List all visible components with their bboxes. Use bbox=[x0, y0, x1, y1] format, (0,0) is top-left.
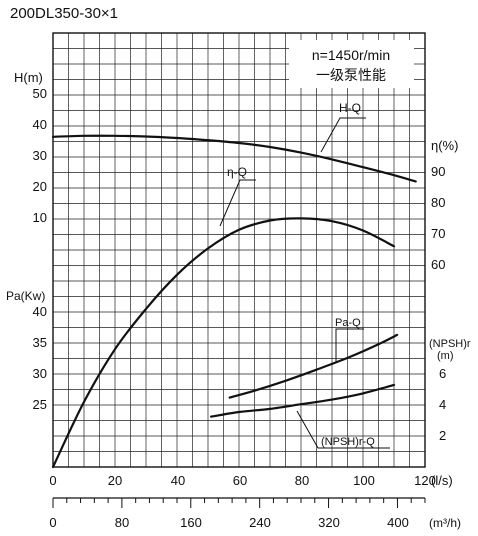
q-m3h-tick-label: 160 bbox=[180, 515, 202, 530]
eta-tick-labels: 90 80 70 60 bbox=[431, 164, 445, 272]
hq-leader bbox=[320, 117, 366, 153]
q-ls-tick-labels: 0 20 40 60 80 100 120 bbox=[49, 473, 435, 488]
q-m3h-axis bbox=[52, 497, 426, 508]
stage-note: 一级泵性能 bbox=[316, 67, 386, 83]
npshq-label: (NPSH)r-Q bbox=[321, 436, 375, 448]
plot-border bbox=[52, 32, 426, 468]
paq-label: Pa-Q bbox=[335, 317, 361, 329]
q-ls-axis-label: (l/s) bbox=[431, 473, 453, 488]
q-m3h-tick-label: 320 bbox=[318, 515, 340, 530]
q-m3h-tick-label: 80 bbox=[115, 515, 129, 530]
q-ls-tick-label: 40 bbox=[171, 473, 185, 488]
etaq-leader bbox=[219, 179, 256, 227]
npsh-tick-label: 2 bbox=[439, 428, 446, 443]
curves bbox=[51, 134, 417, 469]
q-ls-tick-label: 80 bbox=[295, 473, 309, 488]
pa-axis-label: Pa(Kw) bbox=[6, 289, 45, 303]
leader-lines bbox=[219, 117, 390, 449]
curve-h-q bbox=[51, 134, 417, 183]
h-tick-label: 30 bbox=[33, 148, 47, 163]
plot-frame bbox=[52, 32, 426, 468]
q-ls-tick-label: 100 bbox=[353, 473, 375, 488]
q-ls-tick-label: 120 bbox=[414, 473, 436, 488]
q-m3h-tick-label: 240 bbox=[249, 515, 271, 530]
npsh-axis-unit: (m) bbox=[437, 350, 454, 362]
h-tick-label: 20 bbox=[33, 179, 47, 194]
q-ls-tick-label: 60 bbox=[233, 473, 247, 488]
curve-npsh-r-q bbox=[210, 383, 396, 418]
h-tick-label: 50 bbox=[33, 86, 47, 101]
curve-q bbox=[51, 217, 396, 469]
h-tick-label: 10 bbox=[33, 210, 47, 225]
npsh-tick-labels: 6 4 2 bbox=[439, 366, 446, 443]
q-m3h-tick-labels: 0 80 160 240 320 400 bbox=[49, 515, 408, 530]
h-tick-labels: 50 40 30 20 10 bbox=[33, 86, 47, 225]
eta-tick-label: 80 bbox=[431, 195, 445, 210]
info-box bbox=[289, 40, 414, 88]
etaq-label: η-Q bbox=[227, 165, 247, 179]
hq-label: H-Q bbox=[339, 101, 361, 115]
q-m3h-tick-label: 400 bbox=[387, 515, 409, 530]
chart-title: 200DL350-30×1 bbox=[10, 5, 118, 22]
speed-label: n=1450r/min bbox=[312, 47, 390, 63]
pa-tick-label: 40 bbox=[33, 304, 47, 319]
pa-tick-label: 30 bbox=[33, 366, 47, 381]
npsh-tick-label: 6 bbox=[439, 366, 446, 381]
pa-tick-label: 25 bbox=[33, 397, 47, 412]
q-ls-tick-label: 0 bbox=[49, 473, 56, 488]
paq-leader bbox=[335, 328, 364, 362]
q-ls-tick-label: 20 bbox=[108, 473, 122, 488]
q-m3h-tick-label: 0 bbox=[49, 515, 56, 530]
npsh-tick-label: 4 bbox=[439, 397, 446, 412]
h-axis-label: H(m) bbox=[14, 70, 43, 85]
eta-axis-label: η(%) bbox=[431, 138, 458, 153]
npsh-axis-label: (NPSH)r bbox=[429, 338, 471, 350]
pa-tick-labels: 40 35 30 25 bbox=[33, 304, 47, 412]
q-m3h-axis-label: (m³/h) bbox=[429, 516, 461, 530]
eta-tick-label: 70 bbox=[431, 226, 445, 241]
eta-tick-label: 60 bbox=[431, 257, 445, 272]
grid bbox=[53, 33, 425, 467]
pa-tick-label: 35 bbox=[33, 335, 47, 350]
h-tick-label: 40 bbox=[33, 117, 47, 132]
curve-pa-q bbox=[228, 333, 399, 399]
npshq-leader bbox=[296, 410, 390, 449]
eta-tick-label: 90 bbox=[431, 164, 445, 179]
